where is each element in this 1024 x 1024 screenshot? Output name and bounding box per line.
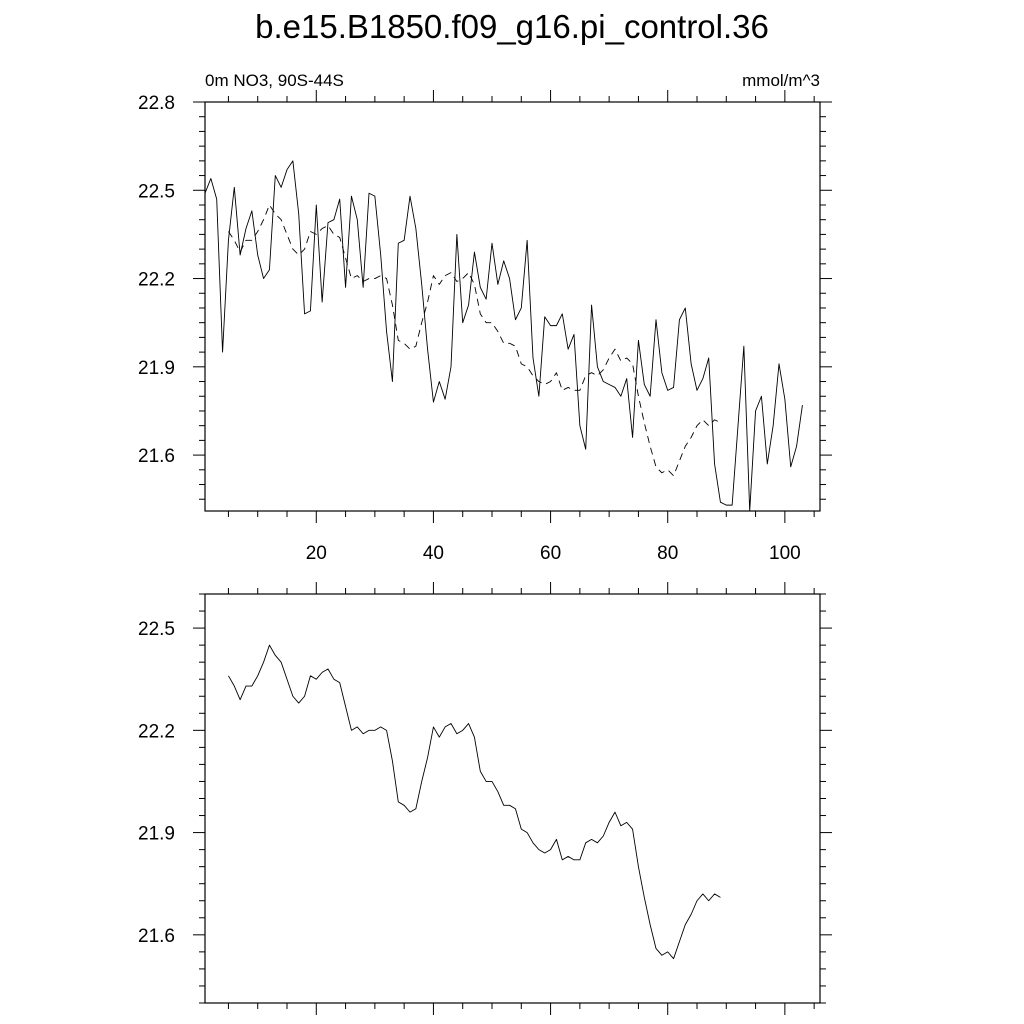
chart-title: b.e15.B1850.f09_g16.pi_control.36 <box>255 8 769 45</box>
y-tick-label: 22.2 <box>138 721 175 742</box>
y-tick-label: 22.8 <box>138 93 175 114</box>
x-tick-label: 80 <box>657 543 678 564</box>
x-tick-label: 20 <box>306 543 327 564</box>
y-tick-label: 22.2 <box>138 270 175 291</box>
subtitle-left: 0m NO3, 90S-44S <box>205 71 344 90</box>
subtitle-right: mmol/m^3 <box>742 71 820 90</box>
bottom-panel: 21.6 21.9 22.2 22.5 <box>138 582 832 1015</box>
x-tick-label: 40 <box>423 543 444 564</box>
y-tick-label: 21.6 <box>138 926 175 947</box>
y-tick-label: 22.5 <box>138 619 175 640</box>
x-tick-label: 60 <box>540 543 561 564</box>
series-line <box>204 160 803 512</box>
y-tick-label: 21.9 <box>138 824 175 845</box>
y-tick-label: 21.6 <box>138 446 175 467</box>
plot-frame <box>204 593 821 1004</box>
top-panel: 0m NO3, 90S-44S mmol/m^3 20 40 60 80 100 21.6 21… <box>138 71 832 564</box>
series-line-smoothed <box>228 204 721 477</box>
series-line <box>228 644 721 960</box>
y-tick-label: 22.5 <box>138 181 175 202</box>
x-tick-label: 100 <box>769 543 801 564</box>
plot-frame <box>204 101 821 512</box>
y-tick-label: 21.9 <box>138 358 175 379</box>
